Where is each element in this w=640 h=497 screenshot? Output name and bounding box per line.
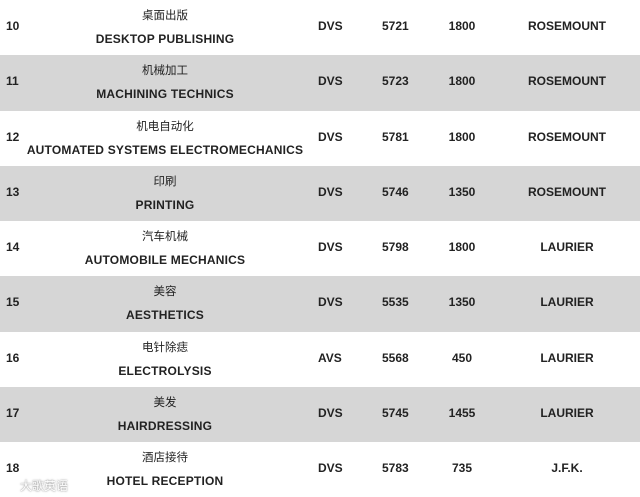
- school-name: ROSEMOUNT: [528, 74, 606, 89]
- table-row: 13 印刷 PRINTING DVS 5746 1350 ROSEMOUNT: [0, 165, 640, 222]
- program-name-english: DESKTOP PUBLISHING: [95, 32, 235, 46]
- diploma-type: DVS: [318, 461, 343, 476]
- program-hours: 1800: [448, 240, 476, 255]
- row-number: 17: [6, 406, 20, 421]
- program-name-chinese: 机械加工: [142, 63, 188, 78]
- table-row: 12 机电自动化 AUTOMATED SYSTEMS ELECTROMECHAN…: [0, 111, 640, 166]
- table-row: 17 美发 HAIRDRESSING DVS 5745 1455 LAURIER: [0, 387, 640, 443]
- diploma-type: DVS: [318, 295, 343, 310]
- program-name-english: AESTHETICS: [125, 308, 204, 323]
- program-code: 5745: [382, 406, 409, 421]
- table-row: 16 电针除痣 ELECTROLYSIS AVS 5568 450 LAURIE…: [0, 332, 640, 387]
- watermark: 大歌英语: [4, 477, 68, 493]
- program-code: 5535: [382, 295, 409, 310]
- program-name-english: HOTEL RECEPTION: [106, 474, 224, 489]
- program-name-english: ELECTROLYSIS: [118, 363, 212, 378]
- diploma-type: DVS: [318, 184, 343, 199]
- school-name: J.F.K.: [551, 461, 583, 476]
- program-hours: 1800: [448, 74, 476, 89]
- program-hours: 450: [451, 350, 473, 365]
- program-code: 5721: [382, 19, 409, 33]
- diploma-type: AVS: [318, 350, 342, 365]
- watermark-text: 大歌英语: [20, 478, 69, 493]
- school-name: ROSEMOUNT: [528, 184, 606, 199]
- program-hours: 1800: [448, 129, 476, 144]
- program-name-chinese: 酒店接待: [142, 450, 188, 465]
- row-number: 16: [6, 350, 20, 365]
- table-row: 11 机械加工 MACHINING TECHNICS DVS 5723 1800…: [0, 55, 640, 111]
- program-name-english: AUTOMATED SYSTEMS ELECTROMECHANICS: [26, 142, 304, 157]
- school-name: ROSEMOUNT: [528, 129, 606, 144]
- table-row: 10 桌面出版 DESKTOP PUBLISHING DVS 5721 1800…: [0, 0, 640, 55]
- table-row: 15 美容 AESTHETICS DVS 5535 1350 LAURIER: [0, 276, 640, 332]
- row-number: 14: [6, 240, 20, 255]
- row-number: 15: [6, 295, 20, 310]
- row-number: 13: [6, 184, 20, 199]
- program-code: 5798: [382, 240, 409, 255]
- program-hours: 735: [451, 461, 473, 476]
- diploma-type: DVS: [318, 19, 343, 33]
- program-hours: 1350: [448, 295, 476, 310]
- row-number: 10: [6, 19, 20, 33]
- row-number: 11: [6, 74, 19, 89]
- school-name: LAURIER: [540, 406, 594, 421]
- program-hours: 1800: [448, 19, 476, 33]
- row-number: 12: [6, 129, 20, 144]
- program-name-english: PRINTING: [135, 197, 195, 212]
- program-name-english: AUTOMOBILE MECHANICS: [84, 253, 246, 268]
- program-name-chinese: 电针除痣: [142, 339, 188, 354]
- school-name: LAURIER: [540, 240, 594, 255]
- program-code: 5783: [382, 461, 409, 476]
- school-name: LAURIER: [540, 295, 594, 310]
- program-name-chinese: 机电自动化: [136, 118, 194, 133]
- row-number: 18: [6, 461, 20, 476]
- diploma-type: DVS: [318, 129, 343, 144]
- diploma-type: DVS: [318, 406, 343, 421]
- program-name-chinese: 美发: [153, 395, 177, 410]
- program-name-english: HAIRDRESSING: [117, 419, 213, 434]
- program-code: 5781: [382, 129, 409, 144]
- school-name: ROSEMOUNT: [528, 19, 606, 33]
- program-name-chinese: 桌面出版: [142, 8, 188, 22]
- program-code: 5723: [382, 74, 409, 89]
- weibo-logo-icon: [4, 479, 18, 491]
- program-name-english: MACHINING TECHNICS: [96, 87, 234, 102]
- program-code: 5746: [382, 184, 409, 199]
- diploma-type: DVS: [318, 240, 343, 255]
- program-name-chinese: 美容: [153, 284, 177, 299]
- program-name-chinese: 印刷: [153, 173, 177, 188]
- program-hours: 1455: [448, 406, 476, 421]
- program-name-chinese: 汽车机械: [142, 229, 188, 244]
- table-row: 18 酒店接待 HOTEL RECEPTION DVS 5783 735 J.F…: [0, 442, 640, 497]
- table-row: 14 汽车机械 AUTOMOBILE MECHANICS DVS 5798 18…: [0, 221, 640, 276]
- program-hours: 1350: [448, 184, 476, 199]
- diploma-type: DVS: [318, 74, 343, 89]
- program-code: 5568: [382, 350, 409, 365]
- school-name: LAURIER: [540, 350, 594, 365]
